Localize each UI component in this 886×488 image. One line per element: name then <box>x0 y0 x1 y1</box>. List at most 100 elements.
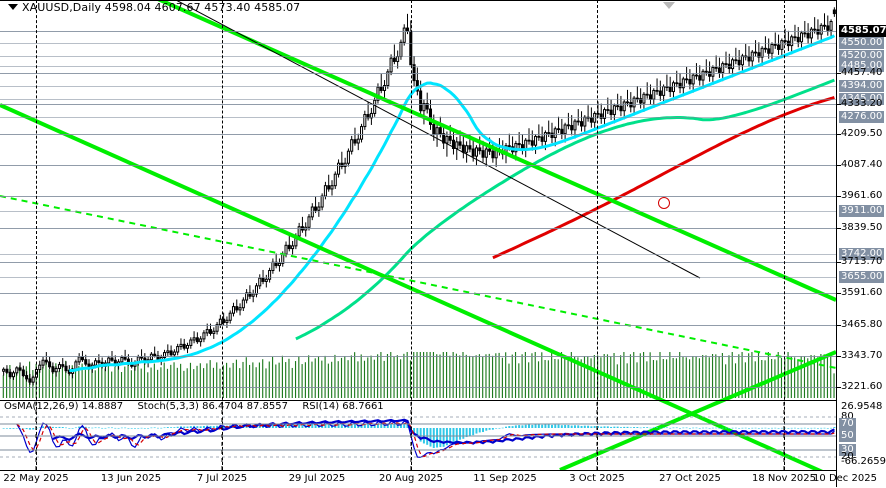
volume-bar <box>826 356 829 398</box>
price-level-label[interactable]: 3742.00 <box>839 248 885 260</box>
trendline-thin-black[interactable] <box>175 0 701 279</box>
price-gridline <box>0 387 836 388</box>
indicator-subwindow[interactable]: OsMA(12,26,9) 14.8887 Stoch(5,3,3) 86.47… <box>0 401 836 470</box>
osma-bar <box>731 427 734 429</box>
crossing-marker-icon[interactable] <box>658 197 670 209</box>
price-level-label[interactable]: 3655.00 <box>839 271 885 283</box>
date-separator-line <box>411 0 412 470</box>
bearish-candle <box>832 9 836 15</box>
volume-bar <box>327 363 329 398</box>
volume-bar <box>734 363 737 398</box>
bullish-candle <box>701 70 705 81</box>
price-level-label[interactable]: 4550.00 <box>839 37 885 49</box>
volume-bar <box>226 362 228 398</box>
chart-plot-area[interactable] <box>0 0 836 487</box>
bearish-candle <box>757 52 761 58</box>
osma-bar <box>816 428 819 429</box>
osma-bar <box>462 428 465 439</box>
osma-bar <box>636 427 639 428</box>
osma-bar <box>301 424 304 428</box>
volume-bar <box>514 352 517 398</box>
bearish-candle <box>658 90 662 96</box>
bearish-candle <box>481 150 485 158</box>
volume-bar <box>652 360 655 398</box>
volume-bar <box>688 359 691 398</box>
osma-bar <box>403 423 406 428</box>
volume-bar <box>255 367 257 398</box>
price-level-label[interactable]: 4394.00 <box>839 80 885 92</box>
trendline-upper[interactable] <box>70 0 836 302</box>
volume-bar <box>528 362 530 398</box>
volume-bar <box>61 367 63 398</box>
osma-bar <box>445 428 448 446</box>
volume-bar <box>643 352 645 398</box>
volume-bar <box>757 352 760 398</box>
price-gridline <box>0 86 836 87</box>
bullish-candle <box>337 162 341 175</box>
bearish-candle <box>668 86 672 93</box>
osma-bar <box>383 424 386 428</box>
date-separator-line <box>222 0 223 470</box>
indicator-level-label[interactable]: 50 <box>839 430 856 442</box>
price-series-canvas <box>0 0 836 470</box>
bearish-candle <box>64 365 68 372</box>
osma-bar <box>51 426 54 428</box>
indicator-level-label[interactable]: 70 <box>839 418 856 430</box>
scroll-marker-icon[interactable] <box>663 2 675 9</box>
volume-bar <box>127 361 129 398</box>
trendline-lower-dashed[interactable] <box>0 195 836 369</box>
volume-bar <box>51 365 54 398</box>
price-gridline <box>0 66 836 67</box>
volume-bar <box>212 367 215 398</box>
trendline-middle[interactable] <box>0 103 836 470</box>
bearish-candle <box>609 109 613 116</box>
volume-bar <box>22 368 24 398</box>
bullish-candle <box>297 226 301 237</box>
volume-bar <box>275 364 277 398</box>
volume-bar <box>311 361 313 398</box>
volume-bar <box>285 362 287 398</box>
bullish-candle <box>333 173 337 187</box>
price-axis[interactable]: 4585.07 4550.00 4520.00 4485.00 4457.40 4394.… <box>836 0 886 487</box>
osma-bar <box>751 427 754 429</box>
bullish-candle <box>241 299 245 309</box>
volume-bar <box>271 356 274 398</box>
volume-bar <box>324 355 326 398</box>
chart-header: XAUUSD,Daily 4598.04 4607.67 4573.40 458… <box>0 0 886 16</box>
price-gridline <box>0 277 836 278</box>
bullish-candle <box>632 97 636 108</box>
price-level-label[interactable]: 4345.00 <box>839 93 885 105</box>
volume-bar <box>153 363 155 398</box>
symbol-info-label: XAUUSD,Daily 4598.04 4607.67 4573.40 458… <box>22 1 301 14</box>
volume-bar <box>442 352 444 398</box>
osma-bar <box>482 428 485 433</box>
price-level-label[interactable]: 3911.00 <box>839 205 885 217</box>
volume-bar <box>702 355 704 398</box>
volume-bar <box>393 357 395 398</box>
bearish-candle <box>248 292 252 297</box>
osma-bar <box>544 424 547 428</box>
triangle-down-icon[interactable] <box>8 4 18 10</box>
price-axis-label: 3343.70 <box>841 350 883 361</box>
volume-bar <box>787 352 789 398</box>
indicator-level-label[interactable]: 80 <box>841 411 854 422</box>
price-level-label[interactable]: 4276.00 <box>839 111 885 123</box>
volume-bar <box>314 358 316 398</box>
bearish-candle <box>353 139 357 144</box>
volume-bar <box>278 362 280 398</box>
indicator-level-label[interactable]: 20 <box>841 451 854 462</box>
osma-bar <box>560 425 563 428</box>
time-axis[interactable]: 22 May 2025 13 Jun 2025 7 Jul 2025 29 Jul 2… <box>0 470 877 488</box>
volume-bar <box>334 354 336 398</box>
osma-bar <box>212 426 215 428</box>
osma-bar <box>216 425 219 428</box>
price-level-label[interactable]: 4520.00 <box>839 50 885 62</box>
current-price-label[interactable]: 4585.07 <box>839 25 886 37</box>
volume-bar <box>265 368 267 398</box>
volume-bar <box>475 355 477 398</box>
osma-bar <box>413 428 416 433</box>
price-level-label[interactable]: 4485.00 <box>839 60 885 72</box>
time-axis-label: 18 Nov 2025 <box>751 473 817 484</box>
volume-bar <box>524 352 526 398</box>
indicator-level-label[interactable]: 30 <box>839 444 856 456</box>
